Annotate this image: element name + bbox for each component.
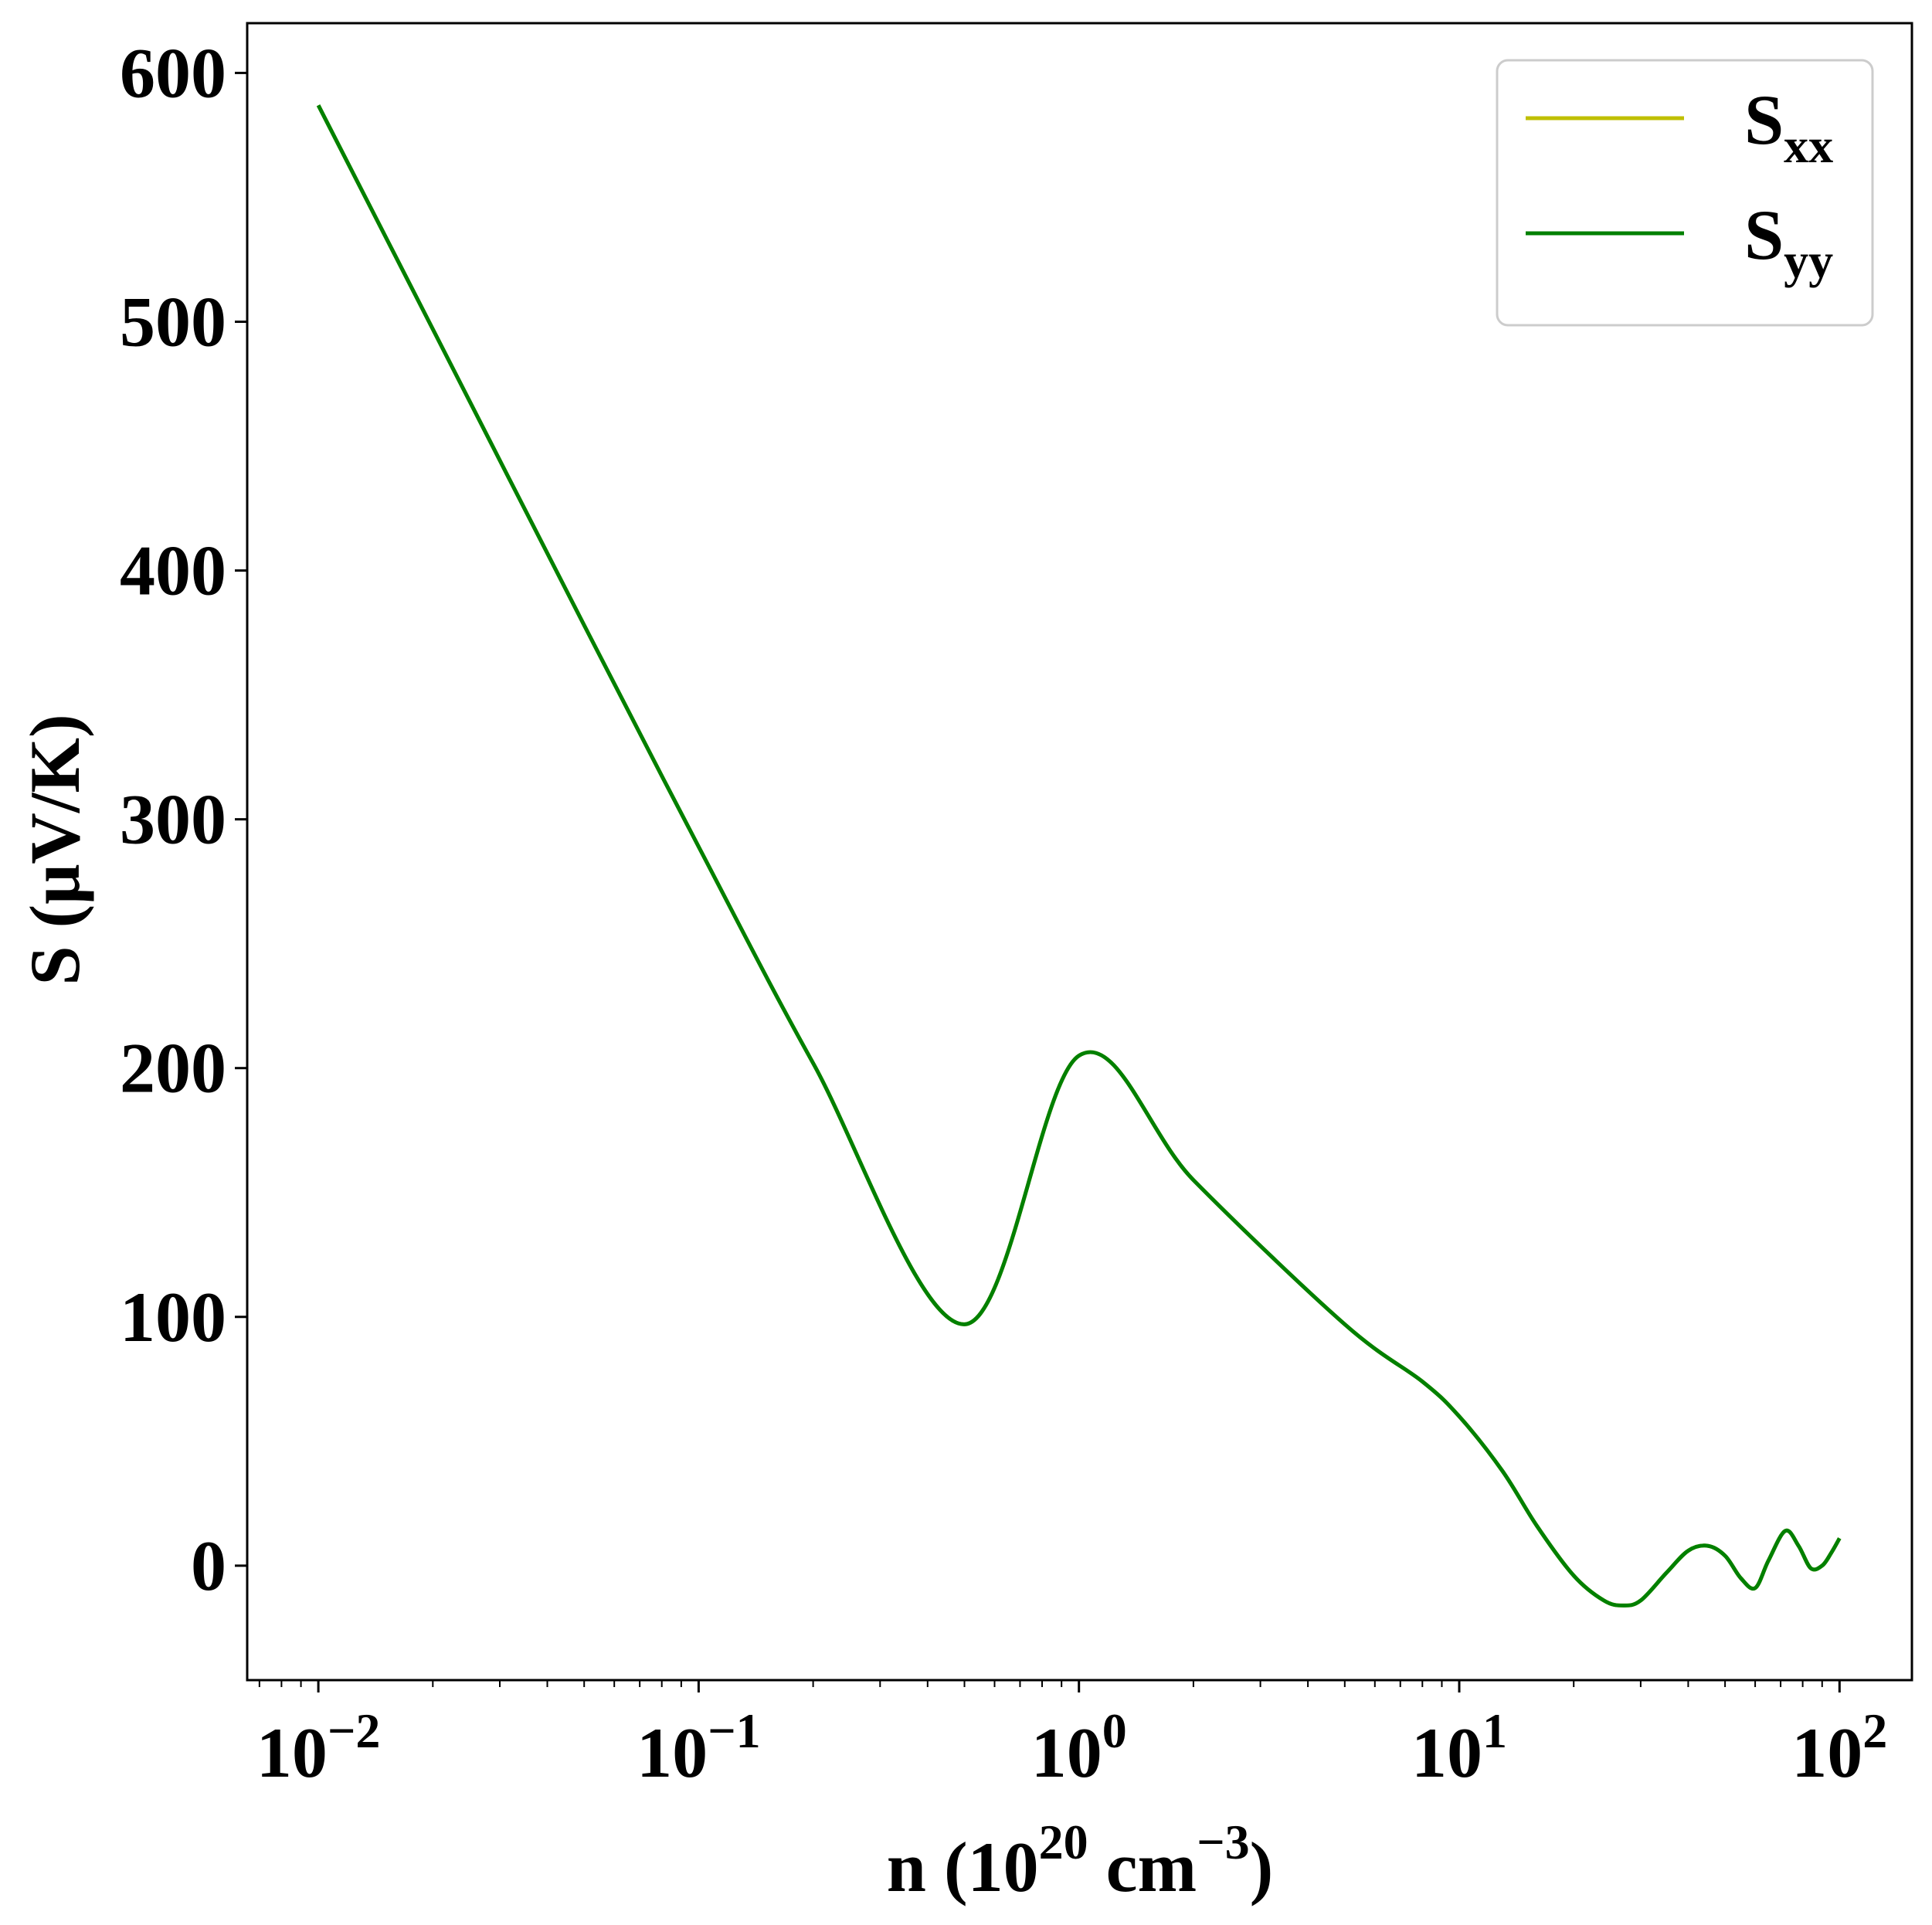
x-tick-label: 101 bbox=[1411, 1703, 1507, 1792]
x-tick-label: 102 bbox=[1791, 1703, 1887, 1792]
legend: Sxx Syy bbox=[1496, 59, 1874, 327]
legend-label-syy-sub: yy bbox=[1784, 233, 1833, 288]
y-tick-label: 200 bbox=[120, 1029, 226, 1108]
x-axis-label-mid: cm bbox=[1088, 1828, 1197, 1906]
y-tick-label: 300 bbox=[120, 780, 226, 859]
x-axis-label-sup2: −3 bbox=[1197, 1815, 1249, 1869]
legend-label-syy-base: S bbox=[1744, 195, 1784, 274]
x-tick-label: 10−1 bbox=[637, 1703, 760, 1792]
y-tick-label: 0 bbox=[191, 1526, 226, 1605]
series-lines bbox=[316, 104, 1842, 1608]
x-tick-label-base: 10 bbox=[637, 1713, 708, 1792]
y-tick-label: 100 bbox=[120, 1278, 226, 1356]
y-axis-ticks: 0 100 200 300 400 500 600 bbox=[120, 33, 247, 1605]
legend-label-syy: Syy bbox=[1744, 195, 1833, 288]
series-line-sxx bbox=[316, 104, 1842, 1608]
x-tick-label-exp: 1 bbox=[1482, 1703, 1507, 1758]
legend-label-sxx-sub: xx bbox=[1784, 118, 1833, 173]
x-tick-label-base: 10 bbox=[1411, 1713, 1482, 1792]
x-axis-label: n (1020 cm−3) bbox=[887, 1815, 1273, 1906]
x-axis-label-sup1: 20 bbox=[1039, 1815, 1088, 1869]
x-tick-label-base: 10 bbox=[256, 1713, 328, 1792]
x-tick-label-exp: −1 bbox=[708, 1703, 760, 1758]
y-tick-label: 400 bbox=[120, 531, 226, 610]
y-tick-label: 600 bbox=[120, 33, 226, 112]
series-line-syy bbox=[316, 104, 1842, 1608]
x-axis-ticks: 10−2 10−1 100 101 102 bbox=[256, 1680, 1887, 1792]
x-axis-label-main: n (10 bbox=[887, 1828, 1039, 1906]
x-tick-label-exp: 0 bbox=[1102, 1703, 1127, 1758]
x-tick-label-base: 10 bbox=[1791, 1713, 1862, 1792]
x-axis-label-end: ) bbox=[1250, 1828, 1274, 1906]
y-tick-label: 500 bbox=[120, 282, 226, 361]
x-tick-label: 10−2 bbox=[256, 1703, 380, 1792]
x-tick-label-exp: −2 bbox=[328, 1703, 380, 1758]
x-tick-label-base: 10 bbox=[1031, 1713, 1102, 1792]
legend-label-sxx: Sxx bbox=[1744, 80, 1833, 173]
x-tick-label-exp: 2 bbox=[1862, 1703, 1887, 1758]
y-axis-label: S (μV/K) bbox=[15, 714, 94, 985]
legend-box bbox=[1496, 59, 1874, 327]
legend-label-sxx-base: S bbox=[1744, 80, 1784, 159]
x-tick-label: 100 bbox=[1031, 1703, 1127, 1792]
